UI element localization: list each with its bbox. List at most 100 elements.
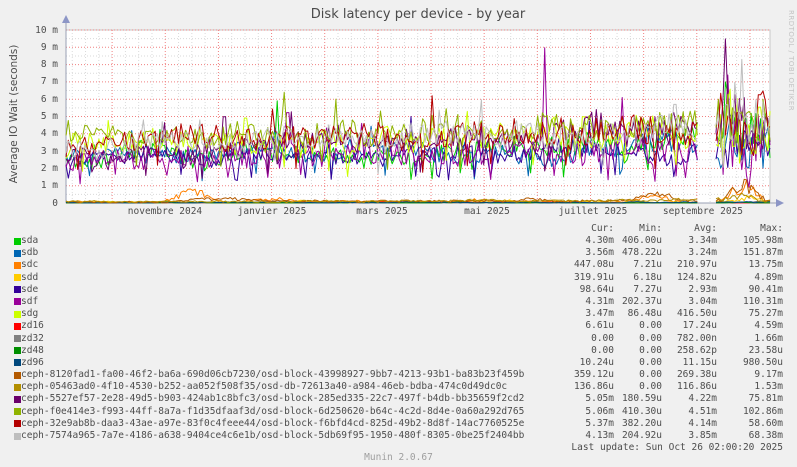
legend-value-min: 0.00	[639, 320, 662, 332]
legend-row: ceph-05463ad0-4f10-4530-b252-aa052f508f3…	[0, 381, 797, 393]
legend-series-label: ceph-7574a965-7a7e-4186-a638-9404ce4c6e1…	[21, 430, 525, 441]
legend-header-min: Min:	[639, 223, 662, 234]
legend-value-avg: 4.22m	[688, 393, 717, 405]
legend-row: zd16 6.61u 0.00 17.24u 4.59m	[0, 320, 797, 332]
last-update: Last update: Sun Oct 26 02:00:20 2025	[571, 442, 783, 454]
legend-series-label: ceph-8120fad1-fa00-46f2-ba6a-690d06cb723…	[21, 369, 525, 381]
legend-value-avg: 3.85m	[688, 430, 717, 441]
legend-value-cur: 4.13m	[585, 430, 614, 441]
legend-row: ceph-5527ef57-2e28-49d5-b903-424ab1c8bfc…	[0, 393, 797, 405]
legend-value-max: 110.31m	[742, 295, 783, 307]
series-color-swatch-icon	[14, 408, 21, 416]
series-color-swatch-icon	[14, 249, 21, 257]
legend-series-label: sde	[21, 283, 39, 295]
legend-value-cur: 5.05m	[585, 393, 614, 405]
legend-value-max: 4.59m	[754, 320, 783, 332]
x-tick-label: mai 2025	[464, 206, 510, 217]
legend-row: zd48 0.00 0.00 258.62p 23.58u	[0, 345, 797, 357]
legend-value-min: 180.59u	[621, 393, 662, 405]
series-color-swatch-icon	[14, 432, 21, 440]
y-tick-label: 0	[52, 197, 58, 209]
legend-value-max: 1.53m	[754, 381, 783, 393]
legend-value-cur: 0.00	[591, 344, 614, 356]
legend-row: sdf 4.31m 202.37u 3.04m 110.31m	[0, 296, 797, 308]
legend-value-min: 7.21u	[633, 259, 662, 271]
legend-value-max: 151.87m	[742, 247, 783, 259]
legend-value-min: 406.00u	[621, 235, 662, 246]
y-tick-label: 6 m	[40, 93, 58, 105]
legend-value-cur: 6.61u	[585, 320, 614, 332]
legend-value-cur: 0.00	[591, 332, 614, 344]
legend-value-cur: 98.64u	[579, 283, 614, 295]
y-axis-arrow-icon	[62, 15, 70, 23]
latency-chart-plot	[62, 15, 784, 207]
legend-value-max: 68.38m	[748, 430, 783, 441]
legend-value-avg: 4.14m	[688, 417, 717, 429]
legend-value-max: 9.17m	[754, 369, 783, 381]
series-color-swatch-icon	[14, 261, 21, 269]
y-tick-label: 5 m	[40, 111, 58, 122]
series-color-swatch-icon	[14, 371, 21, 379]
x-tick-label: juillet 2025	[558, 206, 628, 217]
series-line-sdg	[65, 88, 771, 177]
legend-value-avg: 3.04m	[688, 295, 717, 307]
legend-value-min: 6.18u	[633, 271, 662, 283]
legend-value-avg: 4.51m	[688, 405, 717, 417]
y-tick-label: 9 m	[40, 41, 58, 53]
legend-value-cur: 5.06m	[585, 405, 614, 417]
series-color-swatch-icon	[14, 420, 21, 428]
legend-row: sdd 319.91u 6.18u 124.82u 4.89m	[0, 272, 797, 284]
legend-value-max: 13.75m	[748, 259, 783, 271]
legend-series-label: ceph-05463ad0-4f10-4530-b252-aa052f508f3…	[21, 381, 508, 393]
legend-value-min: 0.00	[639, 369, 662, 381]
legend-series-label: zd32	[21, 332, 44, 344]
legend-value-cur: 3.56m	[585, 247, 614, 259]
legend-series-label: zd96	[21, 356, 44, 368]
legend-row: sdc 447.08u 7.21u 210.97u 13.75m	[0, 259, 797, 271]
series-color-swatch-icon	[14, 310, 21, 318]
legend-series-label: zd48	[21, 344, 44, 356]
grid-major	[66, 29, 770, 203]
series-color-swatch-icon	[14, 274, 21, 282]
legend-header-avg: Avg:	[694, 223, 717, 234]
legend-value-avg: 124.82u	[676, 271, 717, 283]
legend-rows: sda 4.30m 406.00u 3.34m 105.98m sdb 3.56m 478.2…	[0, 235, 797, 442]
legend-value-cur: 4.30m	[585, 235, 614, 246]
legend-value-max: 75.27m	[748, 308, 783, 320]
legend-series-label: sda	[21, 235, 39, 246]
legend-value-avg: 416.50u	[676, 308, 717, 320]
legend-value-cur: 319.91u	[573, 271, 614, 283]
y-tick-label: 7 m	[40, 76, 58, 88]
legend-value-max: 75.81m	[748, 393, 783, 405]
legend-value-min: 410.30u	[621, 405, 662, 417]
legend-value-avg: 3.24m	[688, 247, 717, 259]
series-color-swatch-icon	[14, 347, 21, 355]
series-color-swatch-icon	[14, 298, 21, 306]
legend-value-cur: 10.24u	[579, 356, 614, 368]
x-tick-label: janvier 2025	[237, 206, 307, 217]
legend-row: sdb 3.56m 478.22u 3.24m 151.87m	[0, 247, 797, 259]
legend-value-max: 102.86m	[742, 405, 783, 417]
legend-value-min: 86.48u	[627, 308, 662, 320]
x-axis-arrow-icon	[776, 199, 784, 207]
legend-value-avg: 269.38u	[676, 369, 717, 381]
legend-row: sde 98.64u 7.27u 2.93m 90.41m	[0, 284, 797, 296]
x-tick-label: septembre 2025	[662, 206, 744, 217]
legend-value-avg: 3.34m	[688, 235, 717, 246]
legend-row: sdg 3.47m 86.48u 416.50u 75.27m	[0, 308, 797, 320]
legend-header-cur: Cur:	[591, 223, 614, 234]
y-tick-label: 2 m	[40, 162, 58, 174]
legend-row: ceph-32e9ab8b-daa3-43ae-a97e-83f0c4feee4…	[0, 418, 797, 430]
legend-value-max: 4.89m	[754, 271, 783, 283]
legend-series-label: ceph-32e9ab8b-daa3-43ae-a97e-83f0c4feee4…	[21, 417, 525, 429]
legend-value-max: 23.58u	[748, 344, 783, 356]
rrdtool-watermark: RRDTOOL / TOBI OETIKER	[787, 10, 795, 112]
legend-row: ceph-8120fad1-fa00-46f2-ba6a-690d06cb723…	[0, 369, 797, 381]
legend-series-label: sdg	[21, 308, 39, 320]
legend-value-min: 478.22u	[621, 247, 662, 259]
legend-value-max: 980.50u	[742, 356, 783, 368]
legend-row: zd32 0.00 0.00 782.00n 1.66m	[0, 333, 797, 345]
legend-value-max: 1.66m	[754, 332, 783, 344]
legend: Cur: Min: Avg: Max: sda 4.30m 406.00u 3.34m…	[0, 222, 797, 454]
legend-value-min: 204.92u	[621, 430, 662, 441]
